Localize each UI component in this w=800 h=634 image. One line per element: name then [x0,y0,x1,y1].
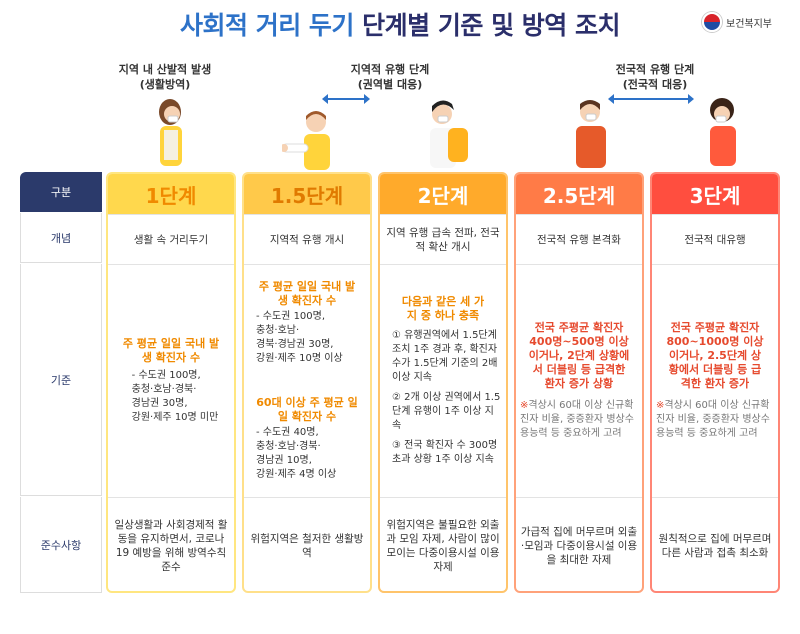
level-concept: 생활 속 거리두기 [108,214,234,264]
level-rules: 가급적 집에 머무르며 외출·모임과 다중이용시설 이용을 최대한 자제 [516,497,642,591]
row-header-concept: 개념 [20,213,102,263]
level-title: 1단계 [108,174,234,214]
stage-label-local: 지역 내 산발적 발생 (생활방역) [118,63,212,91]
level-column-2: 2단계 지역 유행 급속 전파, 전국적 확산 개시 다음과 같은 세 가지 중… [378,172,508,593]
level-title: 3단계 [652,174,778,214]
level-rules: 일상생활과 사회경제적 활동을 유지하면서, 코로나19 예방을 위해 방역수칙… [108,497,234,591]
level-concept: 전국적 대유행 [652,214,778,264]
person-illustration-icon [282,111,330,170]
person-illustration-icon [710,98,736,166]
level-rules: 위험지역은 철저한 생활방역 [244,497,370,591]
person-illustration-icon [159,99,182,166]
person-illustration-icon [430,100,468,168]
level-title: 2.5단계 [516,174,642,214]
double-arrow-icon [322,94,370,104]
ministry-name: 보건복지부 [726,18,772,30]
level-criteria: 전국 주평균 확진자 400명~500명 이상이거나, 2단계 상황에서 더블링… [516,264,642,497]
level-rules: 원칙적으로 집에 머무르며 다른 사람과 접촉 최소화 [652,497,778,591]
page-title: 사회적 거리 두기 단계별 기준 및 방역 조치 [0,6,800,42]
level-title: 2단계 [380,174,506,214]
level-rules: 위험지역은 불필요한 외출과 모임 자제, 사람이 많이 모이는 다중이용시설 … [380,497,506,591]
level-concept: 지역적 유행 개시 [244,214,370,264]
level-criteria: 전국 주평균 확진자 800~1000명 이상이거나, 2.5단계 상황에서 더… [652,264,778,497]
level-column-3: 3단계 전국적 대유행 전국 주평균 확진자 800~1000명 이상이거나, … [650,172,780,593]
title-part1: 사회적 거리 두기 [180,11,354,40]
level-column-2-5: 2.5단계 전국적 유행 본격화 전국 주평균 확진자 400명~500명 이상… [514,172,644,593]
level-criteria: 주 평균 일일 국내 발생 확진자 수 - 수도권 100명, 충청·호남· 경… [244,264,370,497]
level-column-1-5: 1.5단계 지역적 유행 개시 주 평균 일일 국내 발생 확진자 수 - 수도… [242,172,372,593]
level-title: 1.5단계 [244,174,370,214]
double-arrow-icon [608,94,694,104]
levels-table: 구분 개념 기준 준수사항 1단계 생활 속 거리두기 주 평균 일일 국내 발… [20,172,780,593]
taegeuk-icon [702,12,722,32]
level-concept: 전국적 유행 본격화 [516,214,642,264]
level-column-1: 1단계 생활 속 거리두기 주 평균 일일 국내 발생 확진자 수 - 수도권 … [106,172,236,593]
level-criteria: 다음과 같은 세 가지 중 하나 충족 ① 유행권역에서 1.5단계 조치 1주… [380,264,506,497]
row-header-category: 구분 [20,172,102,212]
ministry-logo: 보건복지부 [702,12,772,32]
row-header-rules: 준수사항 [20,497,102,593]
title-part2: 단계별 기준 및 방역 조치 [362,11,620,40]
stage-label-regional: 지역적 유행 단계 (권역별 대응) [350,63,430,91]
person-illustration-icon [576,100,606,168]
level-concept: 지역 유행 급속 전파, 전국적 확산 개시 [380,214,506,264]
stage-label-national: 전국적 유행 단계 (전국적 대응) [615,63,695,91]
level-criteria: 주 평균 일일 국내 발생 확진자 수 - 수도권 100명, 충청·호남·경북… [108,264,234,497]
row-header-criteria: 기준 [20,264,102,496]
